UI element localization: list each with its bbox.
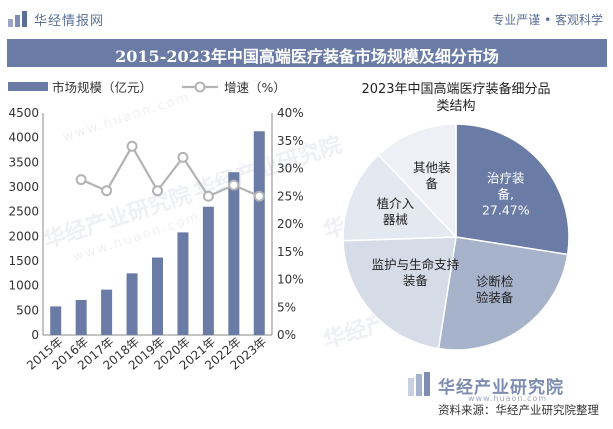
legend-bar-label: 市场规模（亿元） — [52, 80, 152, 95]
y-left-tick-label: 3000 — [8, 180, 39, 194]
brand-name: 华经情报网 — [34, 14, 105, 29]
y-left-tick-label: 2500 — [8, 205, 39, 219]
y-left-tick-label: 4000 — [8, 131, 39, 145]
growth-point — [177, 151, 189, 163]
growth-point — [152, 185, 163, 197]
legend-bar-swatch — [8, 82, 48, 91]
bar — [126, 273, 138, 335]
bar — [50, 306, 62, 335]
y-right-tick-label: 5% — [277, 300, 296, 314]
legend-line-marker — [194, 81, 206, 93]
growth-point — [228, 179, 240, 191]
pie-slice-label: 治疗装备, 27.47% — [482, 170, 530, 217]
corner-logo-icon — [408, 372, 430, 396]
y-left-tick-label: 4500 — [8, 106, 39, 120]
y-left-tick-label: 3500 — [8, 155, 39, 169]
top-bar: 华经情报网 专业严谨 • 客观科学 — [0, 0, 613, 38]
pie-slice — [377, 123, 457, 239]
pie-slice-label: 监护与生命支持装备 — [372, 257, 460, 288]
pie-slice — [342, 153, 458, 242]
pie-slice — [342, 236, 457, 350]
growth-point — [202, 190, 214, 202]
pie-title-line1: 2023年中国高端医疗装备细分品 — [361, 81, 550, 97]
bar — [202, 206, 214, 335]
title-band: 2015-2023年中国高端医疗装备市场规模及细分市场 — [7, 39, 607, 67]
y-right-tick-label: 35% — [277, 134, 304, 148]
brand-logo-icon — [8, 11, 28, 27]
y-left-tick-label: 1500 — [8, 254, 39, 268]
pie-slice-label: 其他装备 — [413, 160, 451, 191]
y-right-tick-label: 30% — [277, 162, 304, 176]
y-left-tick-label: 0 — [31, 328, 39, 342]
y-left-tick-label: 2000 — [8, 229, 39, 243]
y-right-tick-label: 10% — [277, 273, 304, 287]
y-left-tick-label: 500 — [16, 303, 39, 317]
pie-slice-label: 植介入器械 — [377, 196, 415, 227]
y-right-tick-label: 20% — [277, 217, 304, 231]
pie-slice — [455, 123, 570, 256]
growth-point — [75, 174, 87, 186]
y-left-tick-label: 1000 — [8, 279, 39, 293]
legend-line-label: 增速（%） — [224, 80, 286, 95]
pie-title-line2: 类结构 — [436, 99, 475, 114]
corner-brand-url: www.huaon.com — [468, 394, 548, 403]
y-right-tick-label: 15% — [277, 245, 304, 259]
growth-point — [101, 185, 113, 197]
y-right-tick-label: 40% — [277, 106, 304, 120]
bar — [75, 299, 87, 335]
y-right-tick-label: 25% — [277, 189, 304, 203]
corner-brand-name: 华经产业研究院 — [438, 378, 564, 398]
bar — [152, 257, 163, 335]
growth-point — [126, 140, 138, 152]
source-note: 资料来源：华经产业研究院整理 — [438, 403, 599, 417]
bar — [228, 172, 240, 335]
pie-slice — [437, 236, 569, 351]
bar-line-chart: 0 500 1000 1500 2000 2500 3000 3500 4000 4500 0% 5%… — [8, 80, 304, 373]
slogan: 专业严谨 • 客观科学 — [492, 13, 603, 27]
page-title: 2015-2023年中国高端医疗装备市场规模及细分市场 — [115, 47, 499, 66]
y-right-tick-label: 0% — [277, 328, 296, 342]
bar — [253, 131, 265, 335]
bar — [177, 232, 189, 335]
corner-brand: 华经产业研究院 www.huaon.com — [408, 372, 598, 403]
pie-slice-label: 诊断检验装备 — [476, 274, 514, 305]
growth-point — [253, 190, 265, 202]
bar — [101, 289, 113, 335]
